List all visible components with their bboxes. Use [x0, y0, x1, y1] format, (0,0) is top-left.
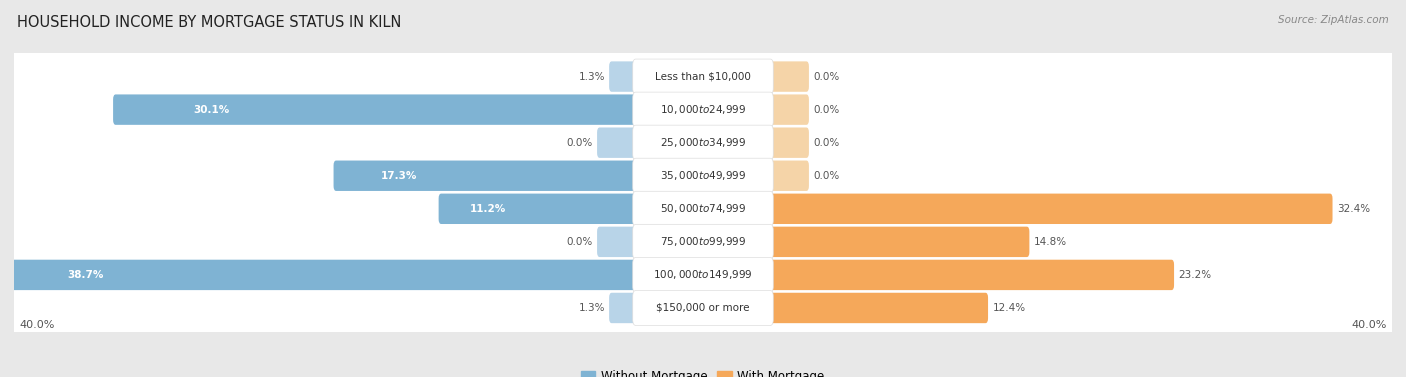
FancyBboxPatch shape: [769, 127, 808, 158]
Text: 1.3%: 1.3%: [578, 72, 605, 81]
FancyBboxPatch shape: [598, 227, 637, 257]
FancyBboxPatch shape: [633, 125, 773, 160]
FancyBboxPatch shape: [609, 61, 637, 92]
Text: 0.0%: 0.0%: [813, 72, 839, 81]
Text: 1.3%: 1.3%: [578, 303, 605, 313]
Text: 0.0%: 0.0%: [813, 105, 839, 115]
FancyBboxPatch shape: [8, 151, 1398, 200]
Text: 30.1%: 30.1%: [194, 105, 229, 115]
Text: 32.4%: 32.4%: [1337, 204, 1369, 214]
FancyBboxPatch shape: [0, 260, 637, 290]
FancyBboxPatch shape: [112, 94, 637, 125]
Text: HOUSEHOLD INCOME BY MORTGAGE STATUS IN KILN: HOUSEHOLD INCOME BY MORTGAGE STATUS IN K…: [17, 15, 401, 30]
FancyBboxPatch shape: [8, 218, 1398, 266]
FancyBboxPatch shape: [633, 257, 773, 293]
Text: $25,000 to $34,999: $25,000 to $34,999: [659, 136, 747, 149]
FancyBboxPatch shape: [769, 260, 1174, 290]
Text: 40.0%: 40.0%: [1351, 320, 1386, 330]
FancyBboxPatch shape: [8, 184, 1398, 233]
FancyBboxPatch shape: [333, 161, 637, 191]
FancyBboxPatch shape: [633, 290, 773, 325]
Text: 0.0%: 0.0%: [813, 171, 839, 181]
FancyBboxPatch shape: [769, 61, 808, 92]
FancyBboxPatch shape: [633, 92, 773, 127]
Text: 23.2%: 23.2%: [1178, 270, 1212, 280]
Text: Source: ZipAtlas.com: Source: ZipAtlas.com: [1278, 15, 1389, 25]
FancyBboxPatch shape: [8, 118, 1398, 167]
Text: 40.0%: 40.0%: [20, 320, 55, 330]
FancyBboxPatch shape: [8, 250, 1398, 299]
FancyBboxPatch shape: [769, 293, 988, 323]
FancyBboxPatch shape: [769, 194, 1333, 224]
Text: $100,000 to $149,999: $100,000 to $149,999: [654, 268, 752, 281]
Text: 12.4%: 12.4%: [993, 303, 1025, 313]
Text: 0.0%: 0.0%: [567, 237, 593, 247]
FancyBboxPatch shape: [439, 194, 637, 224]
Text: 38.7%: 38.7%: [67, 270, 104, 280]
Text: $35,000 to $49,999: $35,000 to $49,999: [659, 169, 747, 182]
Text: 17.3%: 17.3%: [381, 171, 418, 181]
Text: $75,000 to $99,999: $75,000 to $99,999: [659, 235, 747, 248]
FancyBboxPatch shape: [769, 161, 808, 191]
FancyBboxPatch shape: [633, 224, 773, 259]
Text: 0.0%: 0.0%: [813, 138, 839, 148]
Text: $50,000 to $74,999: $50,000 to $74,999: [659, 202, 747, 215]
FancyBboxPatch shape: [633, 191, 773, 226]
FancyBboxPatch shape: [769, 94, 808, 125]
Text: $10,000 to $24,999: $10,000 to $24,999: [659, 103, 747, 116]
Text: 11.2%: 11.2%: [470, 204, 506, 214]
FancyBboxPatch shape: [769, 227, 1029, 257]
FancyBboxPatch shape: [8, 284, 1398, 333]
FancyBboxPatch shape: [633, 158, 773, 193]
FancyBboxPatch shape: [609, 293, 637, 323]
Text: $150,000 or more: $150,000 or more: [657, 303, 749, 313]
FancyBboxPatch shape: [8, 52, 1398, 101]
FancyBboxPatch shape: [8, 85, 1398, 134]
FancyBboxPatch shape: [598, 127, 637, 158]
FancyBboxPatch shape: [633, 59, 773, 94]
Text: 0.0%: 0.0%: [567, 138, 593, 148]
Text: 14.8%: 14.8%: [1033, 237, 1067, 247]
Legend: Without Mortgage, With Mortgage: Without Mortgage, With Mortgage: [576, 365, 830, 377]
Text: Less than $10,000: Less than $10,000: [655, 72, 751, 81]
